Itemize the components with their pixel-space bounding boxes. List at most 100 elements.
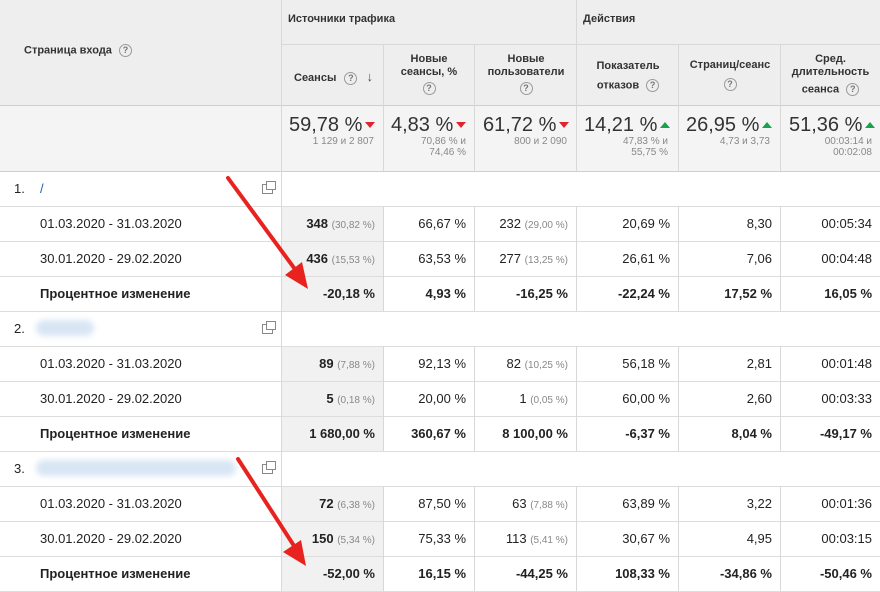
- bounce-column-header[interactable]: Показатель отказов ?: [578, 60, 678, 92]
- sessions-value: 436: [306, 251, 329, 266]
- help-icon[interactable]: ?: [519, 82, 533, 95]
- compare-line: 00:02:08: [833, 147, 872, 158]
- totals-new-users-value: 61,72 %: [483, 114, 557, 136]
- new-sessions-cell: 75,33 %: [418, 531, 466, 546]
- new-sessions-column-header[interactable]: Новые сеансы, % ?: [385, 53, 473, 95]
- totals-new-users: 61,72 %: [483, 114, 570, 137]
- sessions-cell: 5 (0,18 %): [326, 391, 375, 406]
- bounce-cell: 60,00 %: [622, 391, 670, 406]
- trend-up-icon: [865, 121, 876, 128]
- totals-pages-value: 26,95 %: [686, 114, 760, 136]
- landing-page-row[interactable]: 2.: [0, 311, 880, 346]
- help-icon[interactable]: ?: [344, 71, 358, 85]
- compare-line: 47,83 % и: [622, 136, 668, 147]
- sessions-value: 72: [319, 496, 334, 511]
- new-sessions-cell: 4,93 %: [425, 286, 466, 301]
- avg-duration-column-header[interactable]: Сред. длительность сеанса ?: [781, 53, 880, 96]
- duration-header-line3: сеанса: [801, 83, 840, 96]
- trend-down-icon: [365, 121, 376, 128]
- totals-pages-compare: 4,73 и 3,73: [719, 136, 770, 147]
- totals-bounce-compare: 47,83 % и 55,75 %: [584, 136, 668, 158]
- row-label: Процентное изменение: [40, 286, 191, 301]
- new-users-value: 277: [499, 251, 522, 266]
- totals-sessions: 59,78 %: [289, 114, 376, 137]
- pages-cell: 17,52 %: [724, 286, 772, 301]
- external-link-icon[interactable]: [262, 181, 276, 194]
- actions-group: Действия: [583, 13, 636, 25]
- new-sessions-cell: 16,15 %: [418, 566, 466, 581]
- redacted-url: [36, 460, 236, 476]
- share-percent: (10,25 %): [524, 360, 568, 371]
- date-range-row: 01.03.2020 - 31.03.2020 89 (7,88 %) 92,13 …: [0, 346, 880, 381]
- totals-new-sessions-compare: 70,86 % и 74,46 %: [390, 136, 466, 158]
- sessions-value: 348: [306, 216, 329, 231]
- sessions-cell: 150 (5,34 %): [312, 531, 375, 546]
- percent-change-row: Процентное изменение -52,00 % 16,15 % -44,2…: [0, 556, 880, 591]
- share-percent: (0,05 %): [530, 395, 568, 406]
- traffic-sources-group: Источники трафика: [288, 13, 396, 25]
- help-icon[interactable]: ?: [422, 82, 436, 95]
- duration-cell: 16,05 %: [824, 286, 872, 301]
- landing-page-link[interactable]: /: [40, 181, 44, 196]
- help-icon[interactable]: ?: [846, 83, 860, 96]
- new-sessions-cell: 360,67 %: [411, 426, 466, 441]
- help-icon[interactable]: ?: [646, 79, 660, 92]
- sessions-cell: -52,00 %: [322, 566, 375, 581]
- landing-page-row[interactable]: 3.: [0, 451, 880, 486]
- new-users-value: 113: [505, 531, 527, 546]
- date-range-row: 30.01.2020 - 29.02.2020 150 (5,34 %) 75,33…: [0, 521, 880, 556]
- new-sessions-cell: 66,67 %: [418, 216, 466, 231]
- new-sessions-cell: 92,13 %: [418, 356, 466, 371]
- pages-cell: -34,86 %: [719, 566, 772, 581]
- row-label: 30.01.2020 - 29.02.2020: [40, 531, 182, 546]
- annotation-arrowhead: [285, 262, 308, 289]
- duration-cell: 00:01:48: [821, 356, 872, 371]
- share-percent: (29,00 %): [524, 220, 568, 231]
- trend-up-icon: [660, 121, 671, 128]
- row-label: 01.03.2020 - 31.03.2020: [40, 356, 182, 371]
- duration-cell: 00:03:33: [821, 391, 872, 406]
- bounce-cell: 20,69 %: [622, 216, 670, 231]
- trend-down-icon: [559, 121, 570, 128]
- help-icon[interactable]: ?: [119, 44, 132, 57]
- totals-new-users-compare: 800 и 2 090: [514, 136, 567, 147]
- pages-cell: 8,30: [746, 216, 772, 231]
- row-index: 1.: [14, 181, 25, 196]
- compare-line: 70,86 % и: [420, 136, 466, 147]
- pages-per-session-column-header[interactable]: Страниц/сеанс ?: [680, 59, 780, 91]
- duration-header-line2: длительность: [791, 66, 870, 78]
- bounce-cell: 30,67 %: [622, 531, 670, 546]
- new-sessions-header-line2: сеансы, %: [400, 66, 458, 78]
- duration-cell: 00:03:15: [821, 531, 872, 546]
- new-users-value: 232: [499, 216, 522, 231]
- pages-cell: 2,81: [746, 356, 772, 371]
- sessions-cell: 348 (30,82 %): [306, 216, 375, 231]
- totals-duration-value: 51,36 %: [789, 114, 863, 136]
- pages-cell: 7,06: [746, 251, 772, 266]
- new-users-column-header[interactable]: Новые пользователи ?: [476, 53, 576, 95]
- duration-cell: 00:05:34: [821, 216, 872, 231]
- landing-page-row[interactable]: 1. /: [0, 171, 880, 206]
- annotation-arrowhead: [283, 540, 306, 566]
- row-index: 3.: [14, 461, 25, 476]
- bounce-header-line2: отказов: [596, 79, 640, 92]
- row-label: Процентное изменение: [40, 566, 191, 581]
- totals-bounce: 14,21 %: [584, 114, 671, 137]
- help-icon[interactable]: ?: [723, 78, 737, 91]
- sessions-cell: -20,18 %: [322, 286, 375, 301]
- landing-page-header[interactable]: Страница входа: [24, 44, 112, 57]
- sessions-column-header[interactable]: Сеансы ? ↓: [294, 70, 373, 85]
- totals-duration-compare: 00:03:14 и 00:02:08: [788, 136, 872, 158]
- trend-up-icon: [762, 121, 773, 128]
- new-users-header-line2: пользователи: [487, 66, 565, 78]
- external-link-icon[interactable]: [262, 461, 276, 474]
- sessions-value: 5: [326, 391, 334, 406]
- share-percent: (30,82 %): [331, 220, 375, 231]
- duration-header-line1: Сред.: [815, 53, 846, 65]
- bounce-cell: 63,89 %: [622, 496, 670, 511]
- share-percent: (15,53 %): [331, 255, 375, 266]
- new-users-value: 1: [519, 391, 527, 406]
- external-link-icon[interactable]: [262, 321, 276, 334]
- totals-sessions-value: 59,78 %: [289, 114, 363, 136]
- sort-desc-arrow-icon[interactable]: ↓: [366, 69, 373, 84]
